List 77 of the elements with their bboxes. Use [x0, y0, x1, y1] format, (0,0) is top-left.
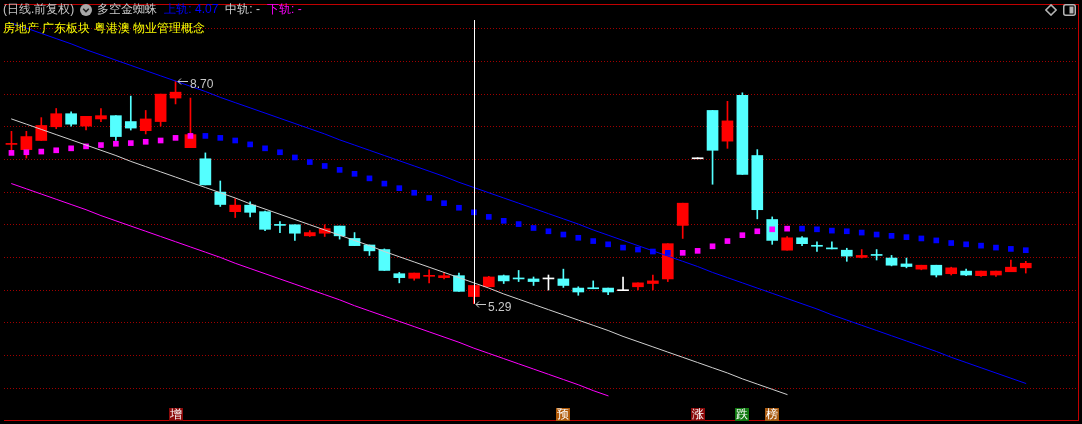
point	[530, 225, 537, 231]
point	[754, 228, 761, 235]
point	[829, 227, 835, 234]
point	[38, 148, 45, 155]
point	[396, 185, 403, 191]
candlestick	[274, 221, 286, 233]
point	[113, 140, 119, 147]
point	[426, 195, 432, 201]
point	[635, 246, 641, 253]
point	[217, 135, 224, 141]
point	[441, 200, 447, 207]
point	[799, 225, 805, 232]
point	[292, 154, 298, 161]
point	[98, 142, 104, 148]
point	[456, 204, 462, 211]
point	[739, 232, 746, 239]
candlestick	[811, 241, 823, 252]
annotation: 榜	[766, 407, 778, 422]
point	[321, 163, 328, 169]
point	[888, 233, 895, 239]
point	[858, 229, 865, 236]
point	[500, 217, 507, 224]
text: 下轨: -	[267, 1, 302, 18]
annotation: 涨	[692, 407, 704, 422]
legend-title: 多空金蜘蛛	[97, 1, 158, 18]
point	[679, 249, 686, 256]
point	[187, 133, 194, 139]
point	[709, 243, 716, 250]
point	[172, 135, 179, 141]
point	[247, 141, 253, 148]
point	[351, 170, 358, 177]
point	[978, 242, 984, 249]
point	[784, 225, 790, 232]
point	[262, 145, 268, 152]
candlestick	[124, 95, 137, 131]
point	[127, 140, 134, 146]
point	[933, 237, 940, 244]
point	[232, 137, 239, 144]
annotation: 增	[169, 407, 182, 422]
annotation: 预	[557, 407, 569, 422]
text: 中轨: -	[225, 1, 261, 18]
annotation: 8.70	[190, 76, 214, 91]
point	[724, 238, 731, 244]
point	[1008, 246, 1014, 252]
point	[1022, 247, 1029, 254]
point	[68, 145, 74, 152]
annotation: 5.29	[488, 299, 512, 314]
point	[8, 150, 15, 156]
point	[575, 234, 582, 241]
point	[53, 147, 60, 154]
point	[843, 228, 850, 235]
candlestick	[423, 269, 435, 284]
point	[963, 241, 969, 248]
point	[903, 234, 910, 240]
point	[277, 149, 283, 156]
candlestick	[617, 276, 629, 292]
point	[814, 226, 820, 233]
point	[664, 249, 671, 256]
point	[336, 167, 343, 173]
point	[411, 189, 418, 196]
point	[605, 241, 611, 248]
annotation: 跌	[736, 407, 748, 422]
point	[590, 238, 597, 244]
point	[485, 214, 492, 220]
point	[948, 240, 955, 246]
point	[142, 138, 149, 145]
candlestick	[647, 274, 659, 291]
point	[694, 248, 701, 254]
point	[993, 244, 999, 251]
point	[515, 221, 522, 227]
point	[620, 244, 626, 251]
text: 上轨: 4.07	[164, 1, 219, 18]
point	[202, 133, 209, 139]
chart-title: (日线.前复权)	[3, 1, 75, 18]
point	[306, 159, 313, 165]
point	[23, 149, 30, 156]
point	[545, 228, 552, 235]
